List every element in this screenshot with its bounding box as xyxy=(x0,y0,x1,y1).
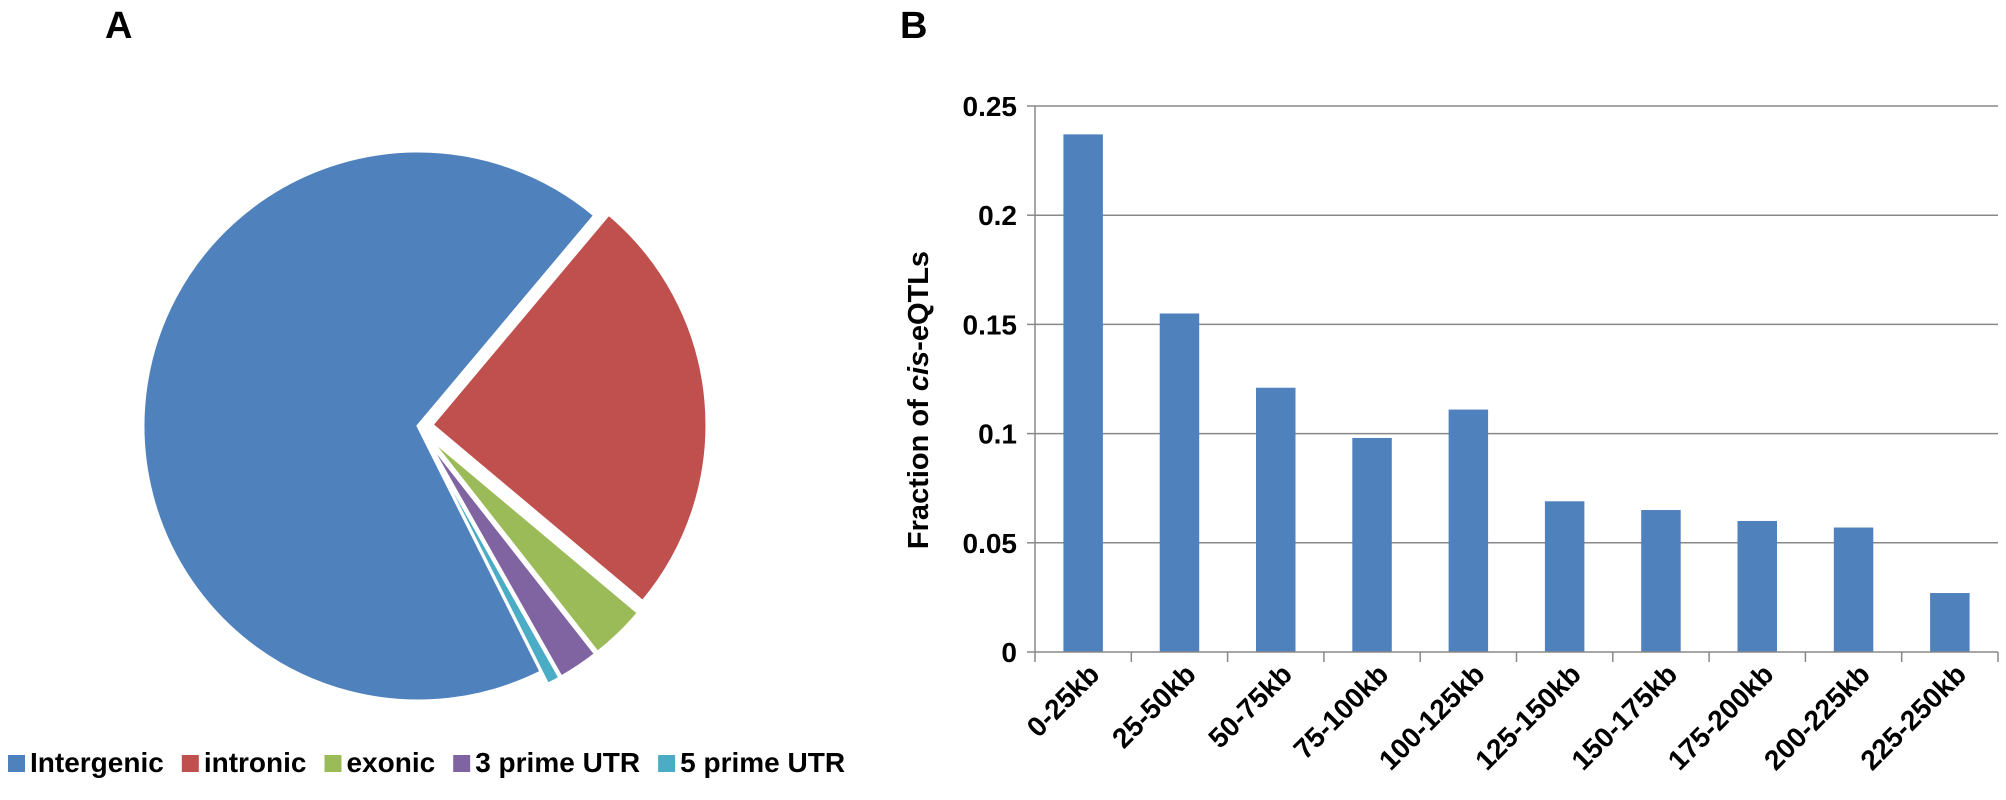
legend-swatch xyxy=(8,755,25,772)
y-tick-label: 0 xyxy=(1001,637,1017,668)
y-tick-label: 0.2 xyxy=(978,200,1017,231)
legend-label: 3 prime UTR xyxy=(475,747,640,778)
legend-label: 5 prime UTR xyxy=(680,747,845,778)
bar-axes xyxy=(1027,105,1999,662)
bar-chart: 0 0.05 0.1 0.15 0.2 0.25 0-25kb 25-50kb 50-75kb… xyxy=(903,91,1999,776)
legend-item-3-prime-utr: 3 prime UTR xyxy=(453,747,640,778)
legend-label: exonic xyxy=(346,747,435,778)
bar-200-225kb xyxy=(1833,527,1874,652)
bar-series xyxy=(1063,134,1970,653)
pie-slice-5-prime-utr xyxy=(423,437,562,687)
x-tick-labels: 0-25kb 25-50kb 50-75kb75-100kb100-125kb125… xyxy=(1021,658,1972,776)
y-tick-label: 0.25 xyxy=(963,91,1018,122)
bar-0-25kb xyxy=(1063,134,1103,653)
bar-125-150kb xyxy=(1544,501,1585,652)
bar-175-200kb xyxy=(1737,520,1777,652)
bar-25-50kb xyxy=(1159,313,1200,652)
legend-item-intronic: intronic xyxy=(181,747,307,778)
legend-swatch xyxy=(453,755,471,772)
y-tick-labels: 0 0.05 0.1 0.15 0.2 0.25 xyxy=(963,91,1018,668)
legend-swatch xyxy=(324,755,342,772)
x-tick-label: 50-75kb xyxy=(1202,658,1298,754)
bar-50-75kb xyxy=(1256,387,1296,652)
legend-label: Intergenic xyxy=(30,747,164,778)
y-axis-title: Fraction of cis-eQTLs xyxy=(903,251,935,549)
legend-swatch xyxy=(658,755,676,772)
bar-150-175kb xyxy=(1641,510,1681,652)
panel-a-label: A xyxy=(105,5,132,47)
y-tick-label: 0.05 xyxy=(963,528,1018,559)
bar-75-100kb xyxy=(1352,437,1392,652)
bar-225-250kb xyxy=(1930,593,1970,652)
pie-slice-exonic xyxy=(426,434,641,655)
x-tick-label: 225-250kb xyxy=(1854,658,1972,776)
x-tick-label: 25-50kb xyxy=(1106,658,1202,754)
pie-slice-intronic xyxy=(429,212,709,604)
pie-legend: Intergenic intronic exonic 3 prime UTR 5 pri… xyxy=(8,747,845,778)
x-tick-label: 0-25kb xyxy=(1021,658,1106,743)
bar-100-125kb xyxy=(1448,409,1489,652)
legend-item-exonic: exonic xyxy=(324,747,435,778)
y-tick-label: 0.1 xyxy=(978,419,1017,450)
panel-b-label: B xyxy=(900,5,927,47)
pie-chart xyxy=(141,149,709,703)
legend-label: intronic xyxy=(204,747,307,778)
y-tick-label: 0.15 xyxy=(963,309,1018,340)
legend-item-intergenic: Intergenic xyxy=(8,747,164,778)
legend-swatch xyxy=(181,755,199,772)
legend-item-5-prime-utr: 5 prime UTR xyxy=(658,747,845,778)
pie-slice-intergenic xyxy=(141,149,597,703)
